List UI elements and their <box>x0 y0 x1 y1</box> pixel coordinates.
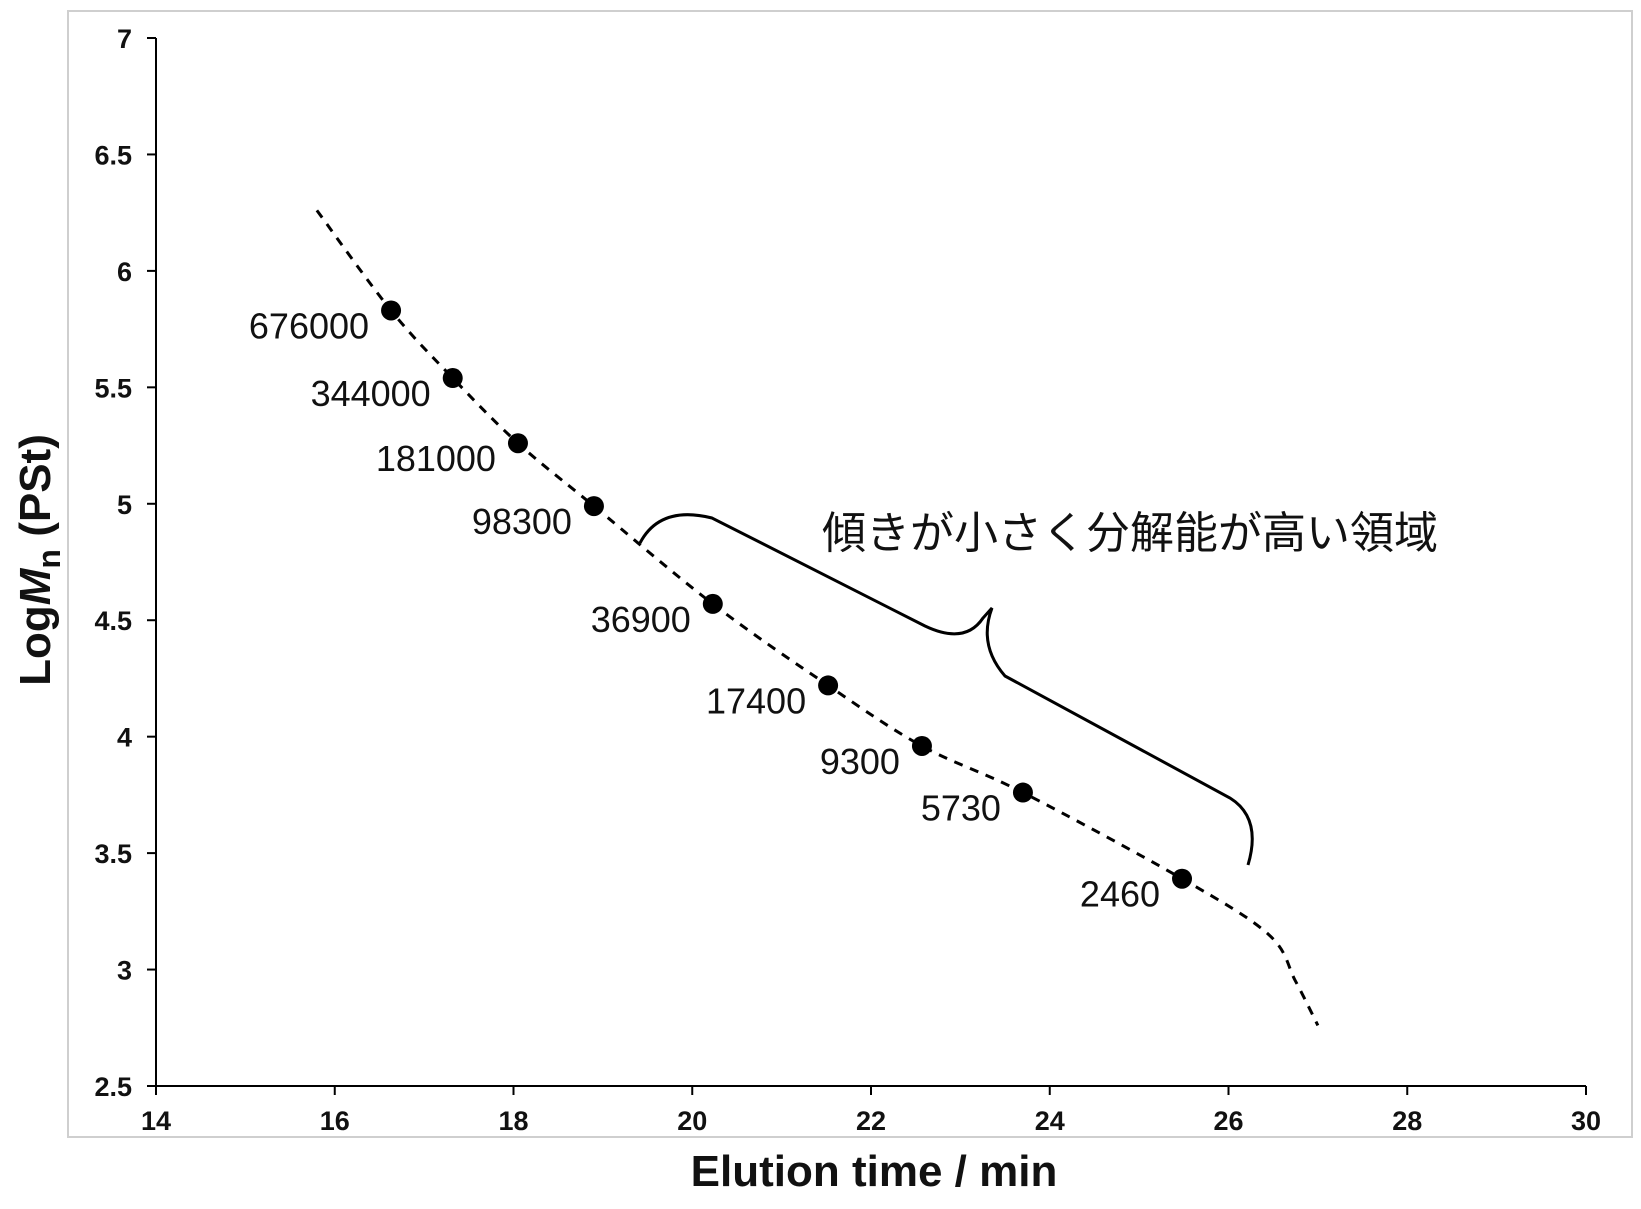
data-label: 2460 <box>1080 874 1160 915</box>
data-point <box>442 368 463 389</box>
x-tick-label: 16 <box>320 1106 350 1136</box>
annotation-text: 傾きが小さく分解能が高い領域 <box>822 508 1438 559</box>
x-axis-title: Elution time / min <box>691 1147 1058 1196</box>
data-label: 5730 <box>921 788 1001 829</box>
fit-curve <box>315 209 1320 1027</box>
y-axis-title-suffix: (PSt) <box>11 434 60 549</box>
data-points <box>381 300 1193 889</box>
data-point <box>1172 868 1193 889</box>
data-label: 17400 <box>706 680 806 721</box>
y-tick-label: 3 <box>117 956 132 986</box>
data-label: 181000 <box>376 438 496 479</box>
data-point <box>818 675 839 696</box>
annotation-brace <box>638 513 1254 866</box>
y-tick-label: 4.5 <box>94 606 132 636</box>
x-tick-label: 26 <box>1213 1106 1243 1136</box>
y-tick-label: 5.5 <box>94 373 132 403</box>
y-tick-label: 5 <box>117 490 132 520</box>
data-point <box>702 593 723 614</box>
data-label: 344000 <box>311 373 431 414</box>
data-label: 98300 <box>472 501 572 542</box>
x-tick-label: 28 <box>1392 1106 1422 1136</box>
x-tick-label: 24 <box>1035 1106 1065 1136</box>
y-axis-title-prefix: Log <box>11 605 60 686</box>
data-label: 676000 <box>249 305 369 346</box>
y-tick-label: 6 <box>117 257 132 287</box>
data-point <box>507 433 528 454</box>
y-axis-title: LogMn (PSt) <box>11 434 67 686</box>
y-tick-label: 4 <box>117 723 132 753</box>
y-tick-label: 3.5 <box>94 839 132 869</box>
x-tick-label: 22 <box>856 1106 886 1136</box>
x-tick-label: 14 <box>141 1106 171 1136</box>
data-point <box>583 496 604 517</box>
x-tick-label: 18 <box>498 1106 528 1136</box>
y-tick-label: 7 <box>117 24 132 54</box>
data-point <box>1012 782 1033 803</box>
data-label: 9300 <box>820 741 900 782</box>
y-axis-title-subscript: n <box>31 549 67 569</box>
x-tick-label: 30 <box>1571 1106 1601 1136</box>
chart-frame <box>67 10 1633 1138</box>
data-point <box>911 735 932 756</box>
y-tick-label: 6.5 <box>94 140 132 170</box>
data-label: 36900 <box>591 599 691 640</box>
data-point <box>381 300 402 321</box>
y-axis-title-variable: M <box>11 567 60 605</box>
point-labels: 676000 344000 181000 98300 36900 17400 9300 573… <box>249 305 1160 914</box>
x-tick-label: 20 <box>677 1106 707 1136</box>
axes: 14 16 18 20 22 24 26 28 30 2.5 3 3.5 4 4.5 5 5.5 6 6.5 7 <box>94 24 1601 1136</box>
y-tick-label: 2.5 <box>94 1072 132 1102</box>
